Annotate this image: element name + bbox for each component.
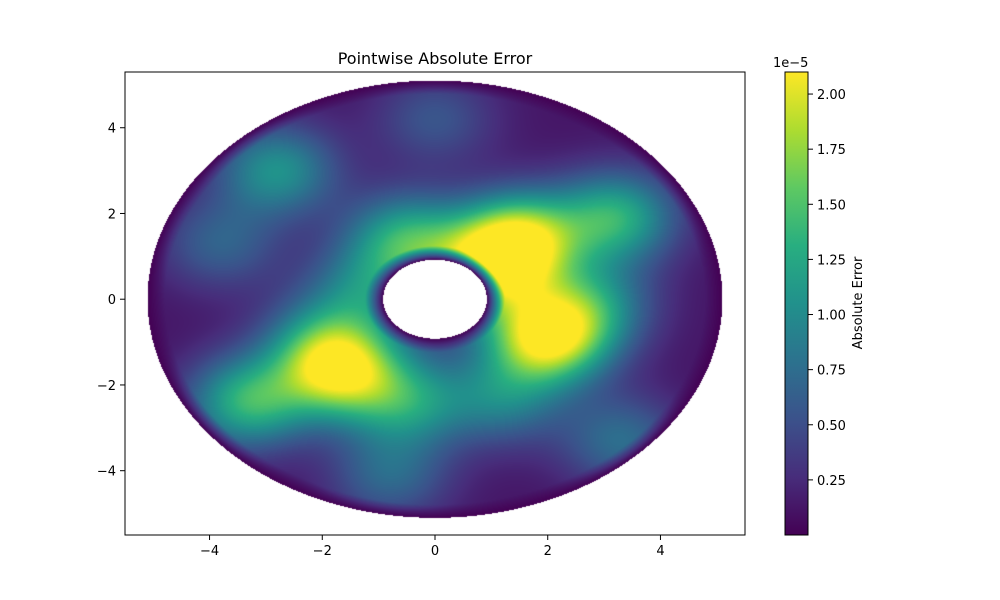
colorbar-tick-label: 1.75: [817, 143, 846, 158]
y-tick-label: 4: [108, 122, 116, 137]
colorbar-gradient: [785, 72, 808, 535]
colorbar-frame: [784, 71, 809, 536]
x-axis: −4 −2 0 2 4: [200, 535, 665, 559]
colorbar-tick-label: 0.25: [817, 474, 846, 489]
colorbar-exponent: 1e−5: [773, 56, 808, 71]
y-tick-label: 2: [108, 207, 116, 222]
colorbar-tick-label: 2.00: [817, 88, 846, 103]
y-tick-label: −2: [97, 379, 116, 394]
x-tick-label: −2: [313, 544, 332, 559]
y-tick-label: −4: [97, 465, 116, 480]
x-tick-label: 4: [656, 544, 664, 559]
colorbar-ticks: 0.25 0.50 0.75 1.00 1.25 1.50 1.75 2.00: [808, 88, 846, 489]
y-tick-label: 0: [108, 293, 116, 308]
colorbar-tick-label: 1.00: [817, 309, 846, 324]
colorbar-tick-label: 1.50: [817, 198, 846, 213]
x-tick-label: −4: [200, 544, 219, 559]
colorbar-label: Absolute Error: [851, 256, 866, 349]
y-axis: −4 −2 0 2 4: [97, 122, 125, 480]
colorbar-tick-label: 1.25: [817, 253, 846, 268]
heatmap-area: [125, 72, 745, 535]
x-tick-label: 2: [544, 544, 552, 559]
heatmap-field: [125, 72, 745, 535]
colorbar-tick-label: 0.75: [817, 364, 846, 379]
x-tick-label: 0: [431, 544, 439, 559]
chart-title: Pointwise Absolute Error: [338, 49, 533, 68]
colorbar-tick-label: 0.50: [817, 419, 846, 434]
